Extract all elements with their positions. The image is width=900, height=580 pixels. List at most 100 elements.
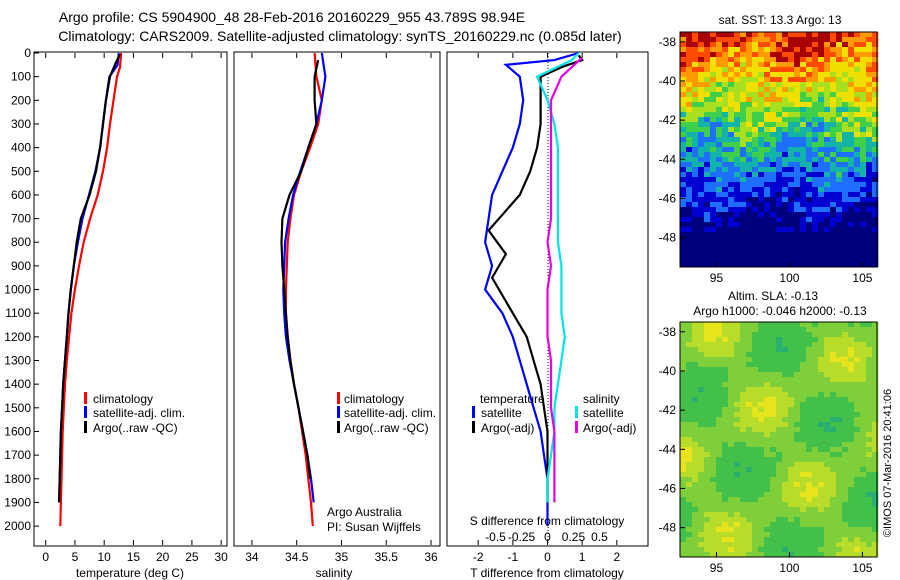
heat-cell bbox=[722, 87, 729, 93]
heat-cell bbox=[764, 397, 771, 403]
heat-cell bbox=[776, 192, 783, 198]
heat-cell bbox=[686, 517, 693, 523]
heat-cell bbox=[680, 207, 687, 213]
heat-cell bbox=[800, 142, 807, 148]
heat-cell bbox=[854, 327, 861, 333]
heat-cell bbox=[794, 247, 801, 253]
heat-cell bbox=[734, 527, 741, 533]
heat-cell bbox=[686, 227, 693, 233]
heat-cell bbox=[866, 227, 873, 233]
heat-cell bbox=[872, 107, 879, 113]
heat-cell bbox=[740, 102, 747, 108]
heat-cell bbox=[830, 202, 837, 208]
heat-cell bbox=[812, 407, 819, 413]
heat-cell bbox=[740, 117, 747, 123]
heat-cell bbox=[752, 342, 759, 348]
heat-cell bbox=[746, 92, 753, 98]
legend-swatch-t-argo bbox=[472, 421, 475, 433]
heat-cell bbox=[800, 492, 807, 498]
heat-cell bbox=[758, 222, 765, 228]
heat-cell bbox=[692, 142, 699, 148]
heat-cell bbox=[770, 487, 777, 493]
heat-cell bbox=[854, 37, 861, 43]
heat-cell bbox=[806, 387, 813, 393]
heat-cell bbox=[698, 547, 705, 553]
heat-cell bbox=[734, 52, 741, 58]
heat-cell bbox=[764, 352, 771, 358]
legend-label-t-argo: Argo(-adj) bbox=[481, 421, 534, 435]
heat-cell bbox=[806, 42, 813, 48]
heat-cell bbox=[752, 172, 759, 178]
heat-cell bbox=[872, 417, 879, 423]
heat-cell bbox=[728, 412, 735, 418]
heat-cell bbox=[686, 422, 693, 428]
heat-cell bbox=[794, 57, 801, 63]
heat-cell bbox=[758, 67, 765, 73]
heat-cell bbox=[704, 162, 711, 168]
heat-cell bbox=[836, 32, 843, 38]
heat-cell bbox=[806, 142, 813, 148]
heat-cell bbox=[848, 387, 855, 393]
heat-cell bbox=[746, 247, 753, 253]
heat-cell bbox=[800, 157, 807, 163]
heat-cell bbox=[866, 187, 873, 193]
heat-cell bbox=[788, 352, 795, 358]
heat-cell bbox=[704, 422, 711, 428]
heat-cell bbox=[854, 427, 861, 433]
heat-cell bbox=[842, 77, 849, 83]
heat-cell bbox=[866, 487, 873, 493]
heat-cell bbox=[830, 237, 837, 243]
heat-cell bbox=[722, 77, 729, 83]
heat-cell bbox=[836, 462, 843, 468]
heat-cell bbox=[734, 37, 741, 43]
heat-cell bbox=[800, 337, 807, 343]
heat-cell bbox=[782, 337, 789, 343]
heat-cell bbox=[728, 427, 735, 433]
heat-cell bbox=[698, 442, 705, 448]
heat-cell bbox=[860, 152, 867, 158]
heat-cell bbox=[848, 407, 855, 413]
heat-cell bbox=[860, 192, 867, 198]
heat-cell bbox=[812, 452, 819, 458]
heat-cell bbox=[854, 362, 861, 368]
heat-cell bbox=[758, 382, 765, 388]
heat-cell bbox=[704, 87, 711, 93]
heat-cell bbox=[692, 487, 699, 493]
heat-cell bbox=[746, 102, 753, 108]
heat-cell bbox=[734, 167, 741, 173]
heat-cell bbox=[758, 412, 765, 418]
heat-cell bbox=[734, 57, 741, 63]
heat-cell bbox=[848, 182, 855, 188]
heat-cell bbox=[800, 367, 807, 373]
heat-cell bbox=[872, 42, 879, 48]
heat-cell bbox=[716, 342, 723, 348]
heat-cell bbox=[728, 122, 735, 128]
heat-cell bbox=[722, 477, 729, 483]
heat-cell bbox=[740, 152, 747, 158]
heat-cell bbox=[854, 252, 861, 258]
heat-cell bbox=[776, 157, 783, 163]
heat-cell bbox=[806, 427, 813, 433]
heat-cell bbox=[806, 72, 813, 78]
heat-cell bbox=[734, 232, 741, 238]
heat-cell bbox=[722, 102, 729, 108]
heat-cell bbox=[686, 202, 693, 208]
heat-cell bbox=[686, 392, 693, 398]
heat-cell bbox=[812, 402, 819, 408]
heat-cell bbox=[758, 547, 765, 553]
heat-cell bbox=[734, 332, 741, 338]
heat-cell bbox=[842, 202, 849, 208]
heat-cell bbox=[836, 522, 843, 528]
heat-cell bbox=[746, 97, 753, 103]
heat-cell bbox=[752, 402, 759, 408]
heat-cell bbox=[818, 107, 825, 113]
heat-cell bbox=[860, 347, 867, 353]
heat-cell bbox=[686, 112, 693, 118]
heat-cell bbox=[842, 527, 849, 533]
heat-cell bbox=[722, 342, 729, 348]
heat-cell bbox=[764, 137, 771, 143]
heat-cell bbox=[728, 382, 735, 388]
heat-cell bbox=[824, 522, 831, 528]
heat-cell bbox=[836, 147, 843, 153]
heat-cell bbox=[692, 152, 699, 158]
